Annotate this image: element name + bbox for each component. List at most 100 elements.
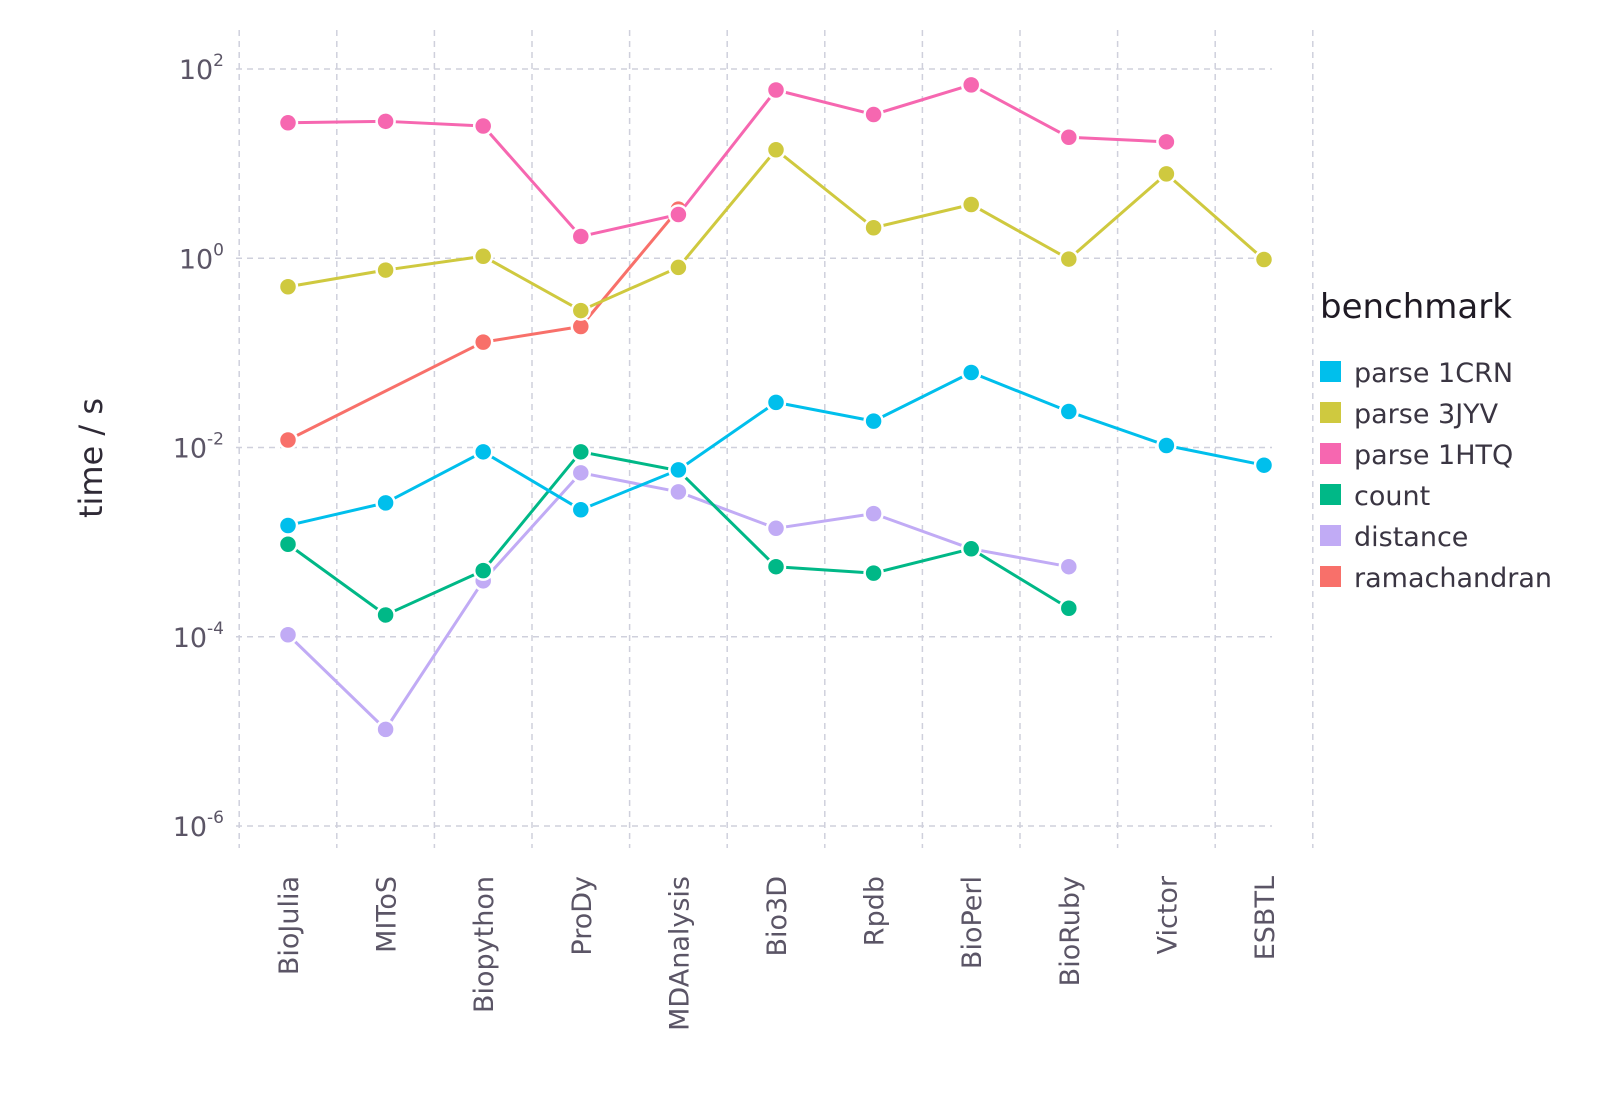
legend-swatch: [1320, 566, 1341, 587]
data-point: [277, 429, 299, 451]
x-tick-label: Rpdb: [860, 876, 891, 946]
legend-label: ramachandran: [1354, 563, 1552, 594]
x-gridlines: [238, 30, 1314, 848]
legend-item: count: [1320, 481, 1430, 512]
legend-swatch: [1320, 402, 1341, 423]
data-point: [1058, 248, 1080, 270]
data-point: [1156, 435, 1177, 456]
data-point: [863, 217, 884, 239]
data-point: [277, 515, 299, 536]
legend-item: parse 3JYV: [1320, 399, 1499, 430]
data-point: [277, 624, 299, 645]
data-point: [1156, 163, 1177, 185]
legend-label: parse 1HTQ: [1354, 440, 1513, 471]
data-point: [277, 276, 299, 297]
data-point: [765, 79, 787, 101]
series-parse-3jyv: [277, 139, 1275, 321]
data-point: [668, 481, 689, 503]
data-point: [765, 518, 787, 539]
series-line: [286, 471, 1070, 731]
x-tick-label: Victor: [1152, 875, 1183, 954]
y-tick-label: 10-4: [173, 619, 224, 654]
legend-label: parse 3JYV: [1354, 399, 1499, 430]
data-point: [277, 112, 299, 134]
data-point: [375, 719, 396, 740]
data-point: [472, 331, 494, 353]
data-point: [1058, 401, 1080, 422]
data-point: [570, 226, 592, 247]
data-point: [863, 562, 884, 584]
legend-item: parse 1CRN: [1320, 358, 1513, 389]
data-point: [570, 462, 592, 484]
data-point: [1058, 126, 1080, 148]
y-tick-label: 10-6: [173, 808, 224, 843]
legend-item: ramachandran: [1320, 563, 1552, 594]
x-tick-labels: BioJulia MIToS Biopython ProDy MDAnalysis Bio…: [274, 875, 1281, 1031]
data-point: [472, 441, 494, 463]
legend-label: parse 1CRN: [1354, 358, 1513, 389]
data-point: [1253, 454, 1275, 476]
legend-item: distance: [1320, 522, 1468, 553]
data-point: [668, 459, 689, 481]
y-tick-label: 100: [179, 240, 224, 275]
data-point: [765, 392, 787, 413]
x-tick-label: MDAnalysis: [664, 876, 695, 1031]
y-axis-title: time / s: [72, 398, 110, 518]
x-tick-label: Biopython: [469, 876, 500, 1013]
legend-swatch: [1320, 484, 1341, 505]
data-point: [960, 74, 982, 96]
data-point: [472, 115, 494, 137]
data-point: [375, 604, 396, 626]
x-tick-label: ProDy: [567, 876, 598, 956]
y-gridlines: [236, 68, 1272, 827]
data-point: [765, 139, 787, 161]
series-line: [287, 83, 1167, 238]
x-tick-label: Bio3D: [762, 876, 793, 957]
legend-label: distance: [1354, 522, 1468, 553]
data-point: [863, 104, 884, 125]
data-point: [472, 245, 494, 267]
data-point: [960, 538, 982, 560]
data-point: [960, 362, 982, 383]
data-point: [863, 503, 884, 524]
x-tick-label: BioJulia: [274, 876, 305, 975]
data-point: [375, 259, 396, 281]
series-layer: [277, 74, 1275, 740]
data-point: [1253, 249, 1275, 270]
x-tick-label: ESBTL: [1250, 876, 1281, 960]
y-tick-label: 102: [179, 51, 224, 86]
data-point: [863, 410, 884, 432]
data-point: [668, 204, 689, 225]
x-tick-label: BioPerl: [957, 876, 988, 969]
data-point: [765, 556, 787, 577]
y-tick-labels: 102 100 10-2 10-4 10-6: [173, 51, 224, 843]
series-parse-1crn: [277, 362, 1275, 536]
legend-swatch: [1320, 525, 1341, 546]
data-point: [570, 300, 592, 321]
data-point: [570, 499, 592, 520]
legend-swatch: [1320, 443, 1341, 464]
data-point: [472, 560, 494, 581]
legend-swatch: [1320, 361, 1341, 382]
legend-title: benchmark: [1320, 287, 1512, 327]
series-line: [287, 208, 680, 442]
y-tick-label: 10-2: [173, 430, 224, 465]
data-point: [1058, 598, 1080, 619]
series-parse-1htq: [277, 74, 1177, 247]
data-point: [1156, 131, 1177, 153]
data-point: [1058, 556, 1080, 577]
legend: benchmark parse 1CRN parse 3JYV parse 1HTQ…: [1320, 287, 1552, 594]
legend-label: count: [1354, 481, 1430, 512]
data-point: [375, 492, 396, 514]
data-point: [570, 441, 592, 463]
series-ramachandran: [277, 198, 689, 451]
series-distance: [277, 462, 1080, 740]
x-tick-label: BioRuby: [1055, 876, 1086, 986]
data-point: [960, 194, 982, 215]
data-point: [375, 111, 396, 132]
data-point: [277, 533, 299, 555]
x-tick-label: MIToS: [372, 876, 403, 953]
data-point: [668, 257, 689, 278]
legend-item: parse 1HTQ: [1320, 440, 1513, 471]
